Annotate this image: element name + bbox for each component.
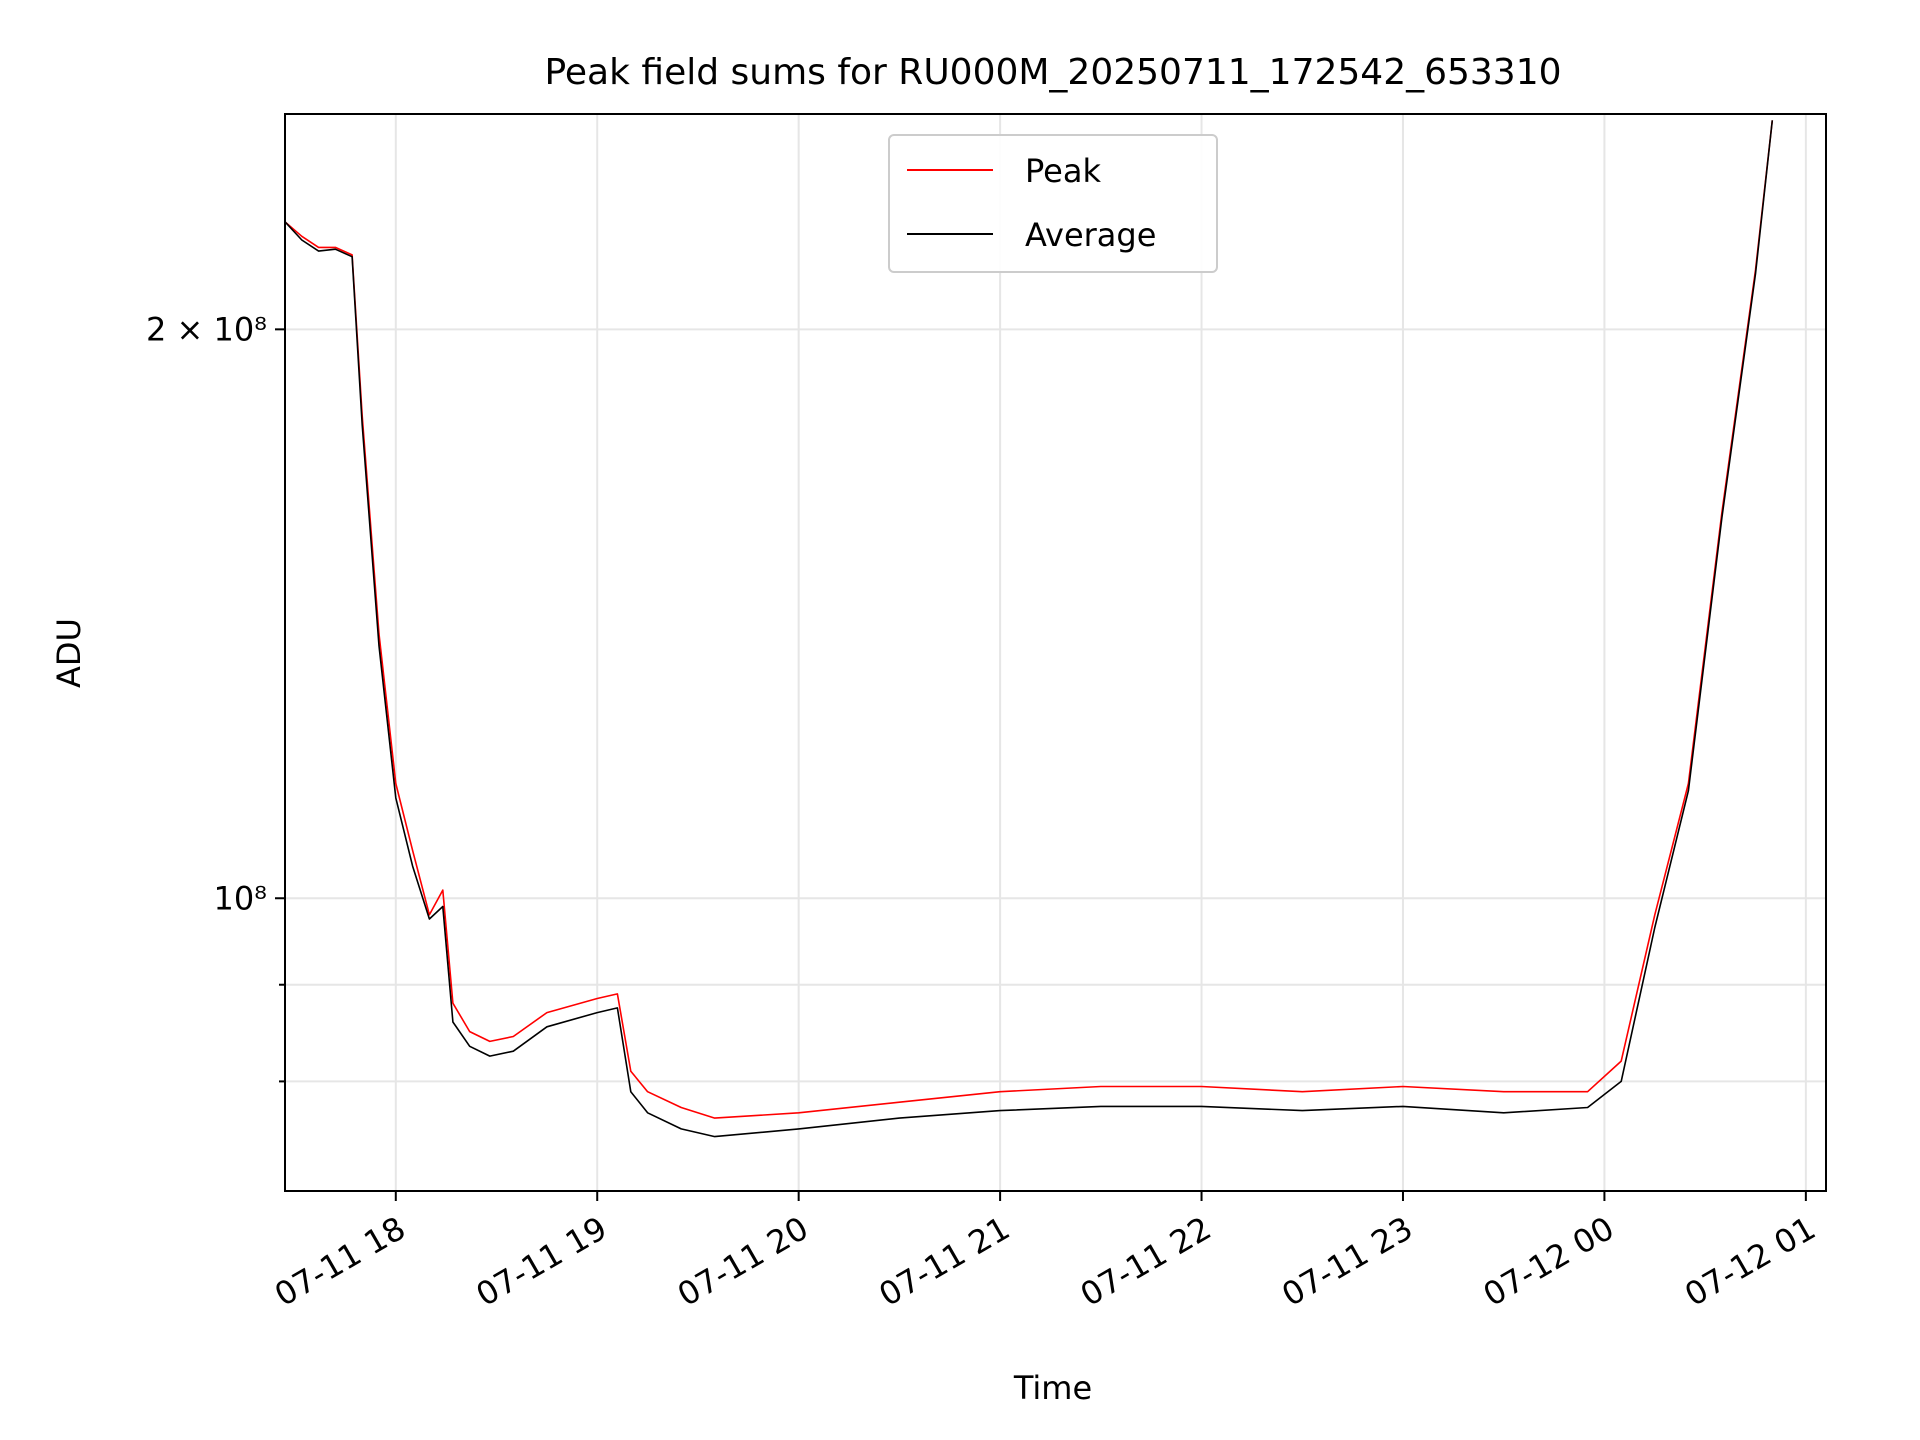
legend-peak-label: Peak xyxy=(1025,152,1101,190)
axes-frame xyxy=(284,113,1827,1192)
x-axis-label: Time xyxy=(1013,1369,1092,1407)
plot-area xyxy=(285,120,1774,1138)
series-line-peak xyxy=(285,120,1774,1119)
legend: Peak Average xyxy=(888,134,1218,273)
y-axis-label: ADU xyxy=(50,618,88,688)
chart-title: Peak field sums for RU000M_20250711_1725… xyxy=(544,52,1561,93)
y-tick-label: 2 × 10⁸ xyxy=(146,310,267,348)
grid-lines xyxy=(285,114,1826,1191)
series-line-average xyxy=(285,120,1774,1138)
legend-average-label: Average xyxy=(1025,216,1156,254)
y-axis-ticks: 2 × 10⁸ 10⁸ xyxy=(146,310,285,1083)
y-tick-label: 10⁸ xyxy=(213,879,267,917)
